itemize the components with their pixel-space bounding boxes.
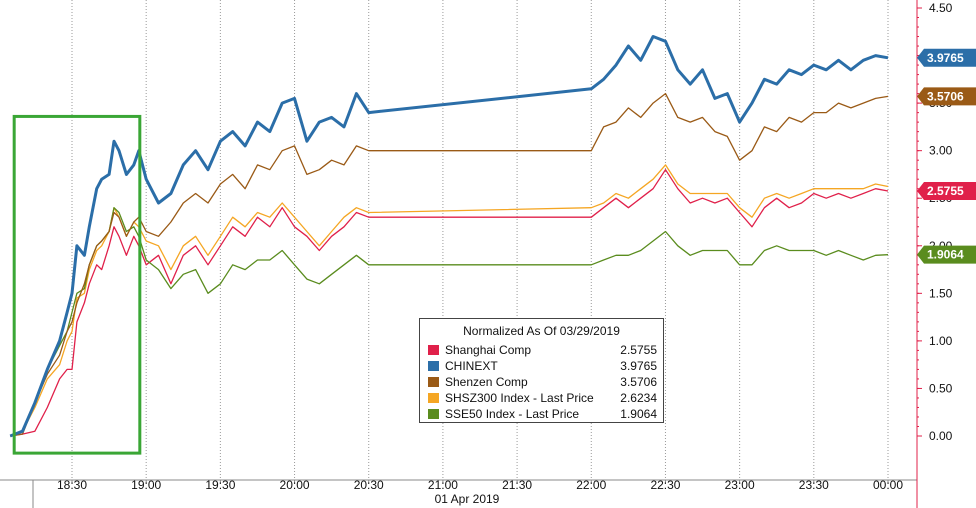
legend-value-3: 2.6234 <box>620 391 657 405</box>
legend-value-2: 3.5706 <box>620 375 657 389</box>
badge-2 <box>917 87 976 106</box>
x-tick-label-7: 22:00 <box>576 478 606 492</box>
x-tick-label-6: 21:30 <box>502 478 532 492</box>
badge-label-0: 2.5755 <box>927 184 964 198</box>
series-line-2 <box>10 92 889 437</box>
y-tick-label-2: 1.00 <box>929 334 953 348</box>
legend-swatch-1 <box>428 361 439 371</box>
legend-swatch-3 <box>428 393 439 403</box>
date-label: 01 Apr 2019 <box>435 492 500 506</box>
legend-title: Normalized As Of 03/29/2019 <box>463 324 620 338</box>
series-line-3 <box>9 164 889 437</box>
series-line-1 <box>9 35 889 438</box>
legend-name-2: Shenzen Comp <box>445 375 528 389</box>
legend-row-2: Shenzen Comp 3.5706 <box>420 374 663 390</box>
highlight-box <box>12 114 142 455</box>
series-lines <box>9 35 889 438</box>
badge-label-1: 3.9765 <box>927 51 964 65</box>
legend-swatch-4 <box>428 409 439 419</box>
legend-name-4: SSE50 Index - Last Price <box>445 407 580 421</box>
y-axis-ticks: 0.000.501.001.502.002.503.003.504.004.50 <box>917 1 953 443</box>
y-tick-label-6: 3.00 <box>929 144 953 158</box>
x-tick-label-3: 20:00 <box>280 478 310 492</box>
series-line-0 <box>10 169 889 437</box>
legend-row-0: Shanghai Comp 2.5755 <box>420 342 663 358</box>
x-tick-label-4: 20:30 <box>354 478 384 492</box>
badge-4 <box>917 245 976 264</box>
x-tick-label-8: 22:30 <box>650 478 680 492</box>
x-axis-ticks: 18:30 19:00 19:30 20:00 20:30 21:00 21:30 22:00… <box>57 478 903 492</box>
legend-value-4: 1.9064 <box>620 407 657 421</box>
y-tick-label-1: 0.50 <box>929 381 953 395</box>
legend-swatch-2 <box>428 377 439 387</box>
legend-swatch-0 <box>428 345 439 355</box>
x-tick-label-1: 19:00 <box>131 478 161 492</box>
x-tick-label-5: 21:00 <box>428 478 458 492</box>
legend: Normalized As Of 03/29/2019 Shanghai Com… <box>419 318 664 423</box>
legend-value-1: 3.9765 <box>620 359 657 373</box>
x-tick-label-11: 00:00 <box>873 478 903 492</box>
legend-name-0: Shanghai Comp <box>445 343 532 357</box>
legend-name-1: CHINEXT <box>445 359 498 373</box>
x-tick-label-10: 23:30 <box>799 478 829 492</box>
x-tick-label-9: 23:00 <box>725 478 755 492</box>
last-value-badges: 3.9765 3.5706 2.5755 1.9064 <box>917 48 976 264</box>
legend-value-0: 2.5755 <box>620 343 657 357</box>
y-tick-label-0: 0.00 <box>929 429 953 443</box>
badge-label-2: 3.5706 <box>927 89 964 103</box>
legend-row-3: SHSZ300 Index - Last Price 2.6234 <box>420 390 663 406</box>
badge-1 <box>917 48 976 67</box>
badge-0 <box>917 182 976 201</box>
x-tick-label-2: 19:30 <box>205 478 235 492</box>
badge-label-4: 1.9064 <box>927 248 964 262</box>
y-tick-label-9: 4.50 <box>929 1 953 15</box>
legend-row-4: SSE50 Index - Last Price 1.9064 <box>420 406 663 422</box>
y-tick-label-3: 1.50 <box>929 286 953 300</box>
legend-name-3: SHSZ300 Index - Last Price <box>445 391 594 405</box>
grid-lines <box>0 0 917 508</box>
legend-row-1: CHINEXT 3.9765 <box>420 358 663 374</box>
x-tick-label-0: 18:30 <box>57 478 87 492</box>
